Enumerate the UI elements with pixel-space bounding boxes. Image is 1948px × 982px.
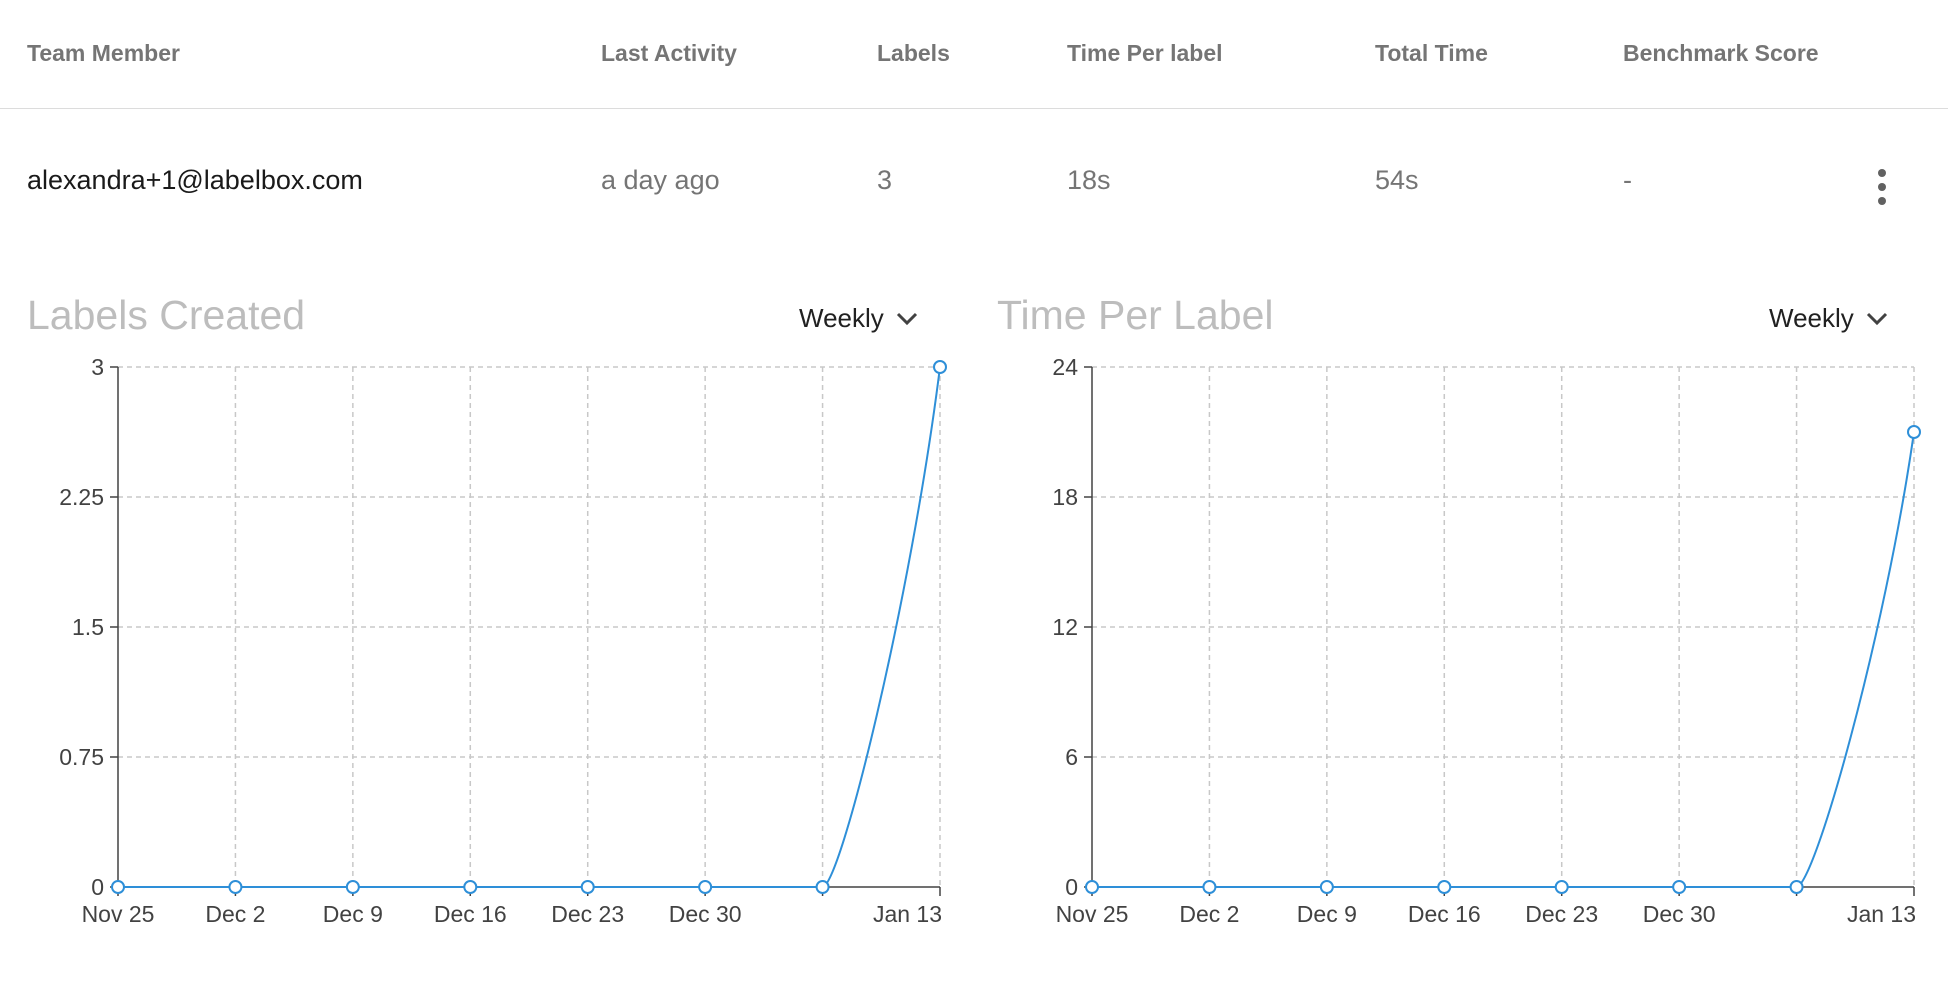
x-tick-label: Dec 23: [551, 901, 624, 927]
data-point: [1554, 880, 1569, 894]
x-tick-label: Dec 9: [323, 901, 383, 927]
y-tick-label: 18: [1052, 484, 1078, 510]
header-benchmark-score[interactable]: Benchmark Score: [1623, 40, 1819, 66]
x-tick-label: Dec 23: [1525, 901, 1598, 927]
data-point: [1319, 880, 1334, 894]
header-labels[interactable]: Labels: [877, 40, 950, 66]
header-total-time[interactable]: Total Time: [1375, 40, 1488, 66]
x-tick-label: Jan 13: [873, 901, 942, 927]
data-point: [1085, 880, 1099, 894]
series-line: [1092, 431, 1915, 888]
data-point: [815, 880, 830, 894]
y-tick-label: 24: [1052, 355, 1078, 380]
y-tick-label: 0: [1065, 874, 1078, 900]
team-member-email: alexandra+1@labelbox.com: [27, 165, 363, 195]
time-per-label-title: Time Per Label: [997, 292, 1274, 338]
x-tick-label: Dec 2: [1179, 901, 1239, 927]
y-tick-label: 0: [91, 874, 104, 900]
y-tick-label: 3: [91, 355, 104, 380]
x-tick-label: Dec 9: [1297, 901, 1357, 927]
y-tick-label: 1.5: [72, 614, 104, 640]
x-tick-label: Nov 25: [1056, 901, 1129, 927]
y-tick-label: 12: [1052, 614, 1078, 640]
data-point: [1437, 880, 1452, 894]
labels-value: 3: [877, 165, 893, 195]
x-tick-label: Nov 25: [82, 901, 155, 927]
period-label: Weekly: [799, 303, 884, 333]
y-tick-label: 0.75: [59, 744, 104, 770]
time-per-label-value: 18s: [1067, 165, 1111, 195]
table-row[interactable]: alexandra+1@labelbox.com a day ago 3 18s…: [0, 109, 1948, 249]
period-label: Weekly: [1769, 303, 1854, 333]
x-tick-label: Dec 16: [434, 901, 507, 927]
data-point: [345, 880, 360, 894]
table-header-row: Team Member Last Activity Labels Time Pe…: [0, 0, 1948, 109]
data-point: [1907, 425, 1921, 439]
total-time-value: 54s: [1375, 165, 1419, 195]
data-point: [228, 880, 243, 894]
x-tick-label: Dec 30: [669, 901, 742, 927]
labels-created-period-dropdown[interactable]: Weekly: [799, 303, 918, 334]
x-tick-label: Dec 16: [1408, 901, 1481, 927]
header-team-member[interactable]: Team Member: [27, 40, 180, 66]
labels-created-chart: 0 0.75 1.5 2.25 3 Nov 25 Dec 2 Dec 9 Dec 16 Dec 2…: [59, 355, 947, 927]
chevron-down-icon: [896, 312, 917, 325]
time-per-label-period-dropdown[interactable]: Weekly: [1769, 303, 1888, 334]
more-vertical-icon[interactable]: [1862, 165, 1902, 209]
benchmark-score-value: -: [1623, 165, 1632, 195]
header-last-activity[interactable]: Last Activity: [601, 40, 737, 66]
data-point: [1789, 880, 1804, 894]
last-activity-value: a day ago: [601, 165, 720, 195]
header-time-per-label[interactable]: Time Per label: [1067, 40, 1223, 66]
data-point: [463, 880, 478, 894]
series-line: [118, 366, 941, 888]
time-per-label-chart: 0 6 12 18 24 Nov 25 Dec 2 Dec 9 Dec 16 Dec 23 Dec …: [1052, 355, 1921, 927]
chevron-down-icon: [1866, 312, 1887, 325]
data-point: [933, 360, 947, 374]
y-tick-label: 6: [1065, 744, 1078, 770]
labels-created-title: Labels Created: [27, 292, 306, 338]
x-tick-label: Dec 30: [1643, 901, 1716, 927]
data-point: [111, 880, 125, 894]
data-point: [1202, 880, 1217, 894]
data-point: [580, 880, 595, 894]
y-tick-label: 2.25: [59, 484, 104, 510]
x-tick-label: Jan 13: [1847, 901, 1916, 927]
x-tick-label: Dec 2: [205, 901, 265, 927]
data-point: [1672, 880, 1687, 894]
data-point: [698, 880, 713, 894]
